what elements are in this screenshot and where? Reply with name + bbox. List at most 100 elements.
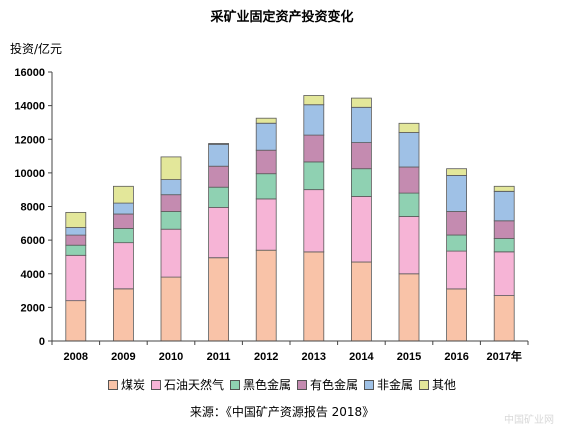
bars-group	[65, 95, 515, 342]
bar-segment-2016-石油天然气	[446, 250, 468, 290]
bar-segment-2012-煤炭	[255, 249, 277, 342]
legend-label: 其他	[432, 378, 457, 392]
bar-segment-2008-石油天然气	[65, 254, 87, 302]
x-tick-label: 2008	[64, 351, 88, 363]
bar-segment-2008-非金属	[65, 227, 87, 236]
bar-segment-2016-非金属	[446, 174, 468, 212]
bar-segment-2013-非金属	[303, 104, 325, 136]
bar-segment-2011-其他	[208, 143, 230, 145]
legend-swatch	[229, 379, 240, 390]
svg-text:中国矿业网: 中国矿业网	[504, 413, 554, 426]
bar-segment-2017年-其他	[493, 185, 515, 192]
y-tick-label: 10000	[14, 168, 45, 180]
y-tick-label: 16000	[14, 67, 45, 79]
x-tick-label: 2011	[207, 351, 231, 363]
legend-item: 有色金属	[297, 376, 358, 393]
legend-item: 黑色金属	[229, 376, 291, 393]
bar-segment-2009-煤炭	[113, 288, 134, 342]
y-tick-label: 4000	[21, 269, 45, 281]
bar-segment-2010-石油天然气	[160, 228, 182, 278]
chart-title: 采矿业固定资产投资变化	[210, 10, 354, 25]
legend-swatch	[107, 379, 118, 390]
bar-segment-2011-石油天然气	[208, 206, 230, 259]
legend-swatch	[364, 379, 375, 390]
legend-item: 煤炭	[107, 376, 145, 393]
x-tick-label: 2015	[397, 351, 421, 363]
bar-segment-2010-有色金属	[160, 194, 182, 212]
bar-segment-2013-其他	[303, 95, 325, 106]
bar-segment-2010-煤炭	[160, 276, 182, 342]
legend-swatch	[419, 379, 430, 390]
legend-item: 非金属	[364, 376, 413, 393]
axes-group: 0 2000 4000 6000 8000 10000 12000 14000 16000 200…	[14, 67, 529, 363]
bar-segment-2008-煤炭	[65, 300, 87, 342]
legend-item: 石油天然气	[150, 376, 224, 393]
source-note: 来源：《中国矿产资源报告 2018》	[189, 405, 375, 419]
y-axis-label: 投资/亿元	[10, 42, 63, 56]
bar-segment-2010-黑色金属	[160, 211, 182, 230]
bar-segment-2017年-煤炭	[493, 295, 515, 342]
bar-segment-2012-其他	[255, 117, 277, 124]
legend-label: 黑色金属	[242, 378, 291, 392]
bar-segment-2010-其他	[160, 156, 182, 180]
bar-segment-2012-有色金属	[255, 149, 277, 175]
bar-segment-2015-黑色金属	[398, 192, 420, 217]
bar-segment-2008-有色金属	[65, 234, 87, 246]
bar-segment-2008-其他	[65, 211, 87, 228]
bar-segment-2013-煤炭	[303, 251, 325, 342]
bar-segment-2011-非金属	[208, 143, 230, 167]
x-tick-label: 2017年	[486, 349, 521, 363]
y-tick-label: 8000	[21, 202, 45, 214]
bar-segment-2017年-石油天然气	[493, 251, 515, 296]
bar-segment-2009-有色金属	[113, 213, 134, 229]
bar-segment-2009-黑色金属	[113, 227, 134, 244]
bar-segment-2009-非金属	[113, 202, 134, 215]
y-tick-label: 0	[39, 336, 45, 348]
bar-segment-2014-黑色金属	[350, 168, 372, 197]
bar-segment-2009-石油天然气	[113, 242, 134, 290]
legend-label: 煤炭	[120, 378, 145, 392]
bar-segment-2015-其他	[398, 122, 420, 133]
legend-swatch	[297, 379, 307, 390]
legend-item: 其他	[419, 376, 456, 393]
legend-label: 有色金属	[310, 378, 359, 392]
legend-label: 石油天然气	[163, 378, 224, 392]
bar-segment-2014-其他	[350, 97, 372, 108]
x-tick-label: 2013	[302, 351, 326, 363]
bar-segment-2016-有色金属	[446, 211, 468, 236]
bar-segment-2013-石油天然气	[303, 189, 325, 253]
bar-segment-2011-煤炭	[208, 257, 230, 342]
legend: 煤炭 石油天然气 黑色金属 有色金属 非金属 其他	[0, 376, 564, 393]
bar-segment-2017年-有色金属	[493, 220, 515, 239]
bar-segment-2014-非金属	[350, 106, 372, 144]
x-tick-label: 2012	[254, 351, 278, 363]
bar-segment-2008-黑色金属	[65, 244, 87, 256]
bar-segment-2017年-非金属	[493, 190, 515, 222]
y-tick-label: 2000	[21, 302, 45, 314]
x-tick-label: 2016	[444, 351, 468, 363]
bar-segment-2012-黑色金属	[255, 173, 277, 200]
bar-segment-2017年-黑色金属	[493, 237, 515, 253]
bar-segment-2009-其他	[113, 185, 134, 204]
bar-segment-2014-石油天然气	[350, 195, 372, 263]
x-tick-label: 2014	[349, 351, 374, 363]
bar-segment-2015-石油天然气	[398, 216, 420, 275]
y-tick-label: 14000	[14, 101, 45, 113]
bar-segment-2015-非金属	[398, 132, 420, 168]
legend-swatch	[150, 379, 161, 390]
bar-segment-2016-其他	[446, 168, 468, 176]
bar-segment-2015-有色金属	[398, 166, 420, 194]
bar-segment-2012-石油天然气	[255, 198, 277, 251]
x-tick-label: 2009	[111, 351, 135, 363]
legend-label: 非金属	[377, 378, 414, 392]
bar-segment-2013-有色金属	[303, 134, 325, 163]
bar-segment-2015-煤炭	[398, 273, 420, 342]
bar-segment-2012-非金属	[255, 122, 277, 151]
bar-segment-2016-煤炭	[446, 288, 468, 342]
bar-segment-2013-黑色金属	[303, 161, 325, 190]
bar-segment-2010-非金属	[160, 179, 182, 196]
bar-segment-2011-有色金属	[208, 165, 230, 188]
bar-segment-2011-黑色金属	[208, 186, 230, 208]
x-tick-label: 2010	[159, 351, 183, 363]
y-tick-label: 12000	[14, 134, 45, 146]
